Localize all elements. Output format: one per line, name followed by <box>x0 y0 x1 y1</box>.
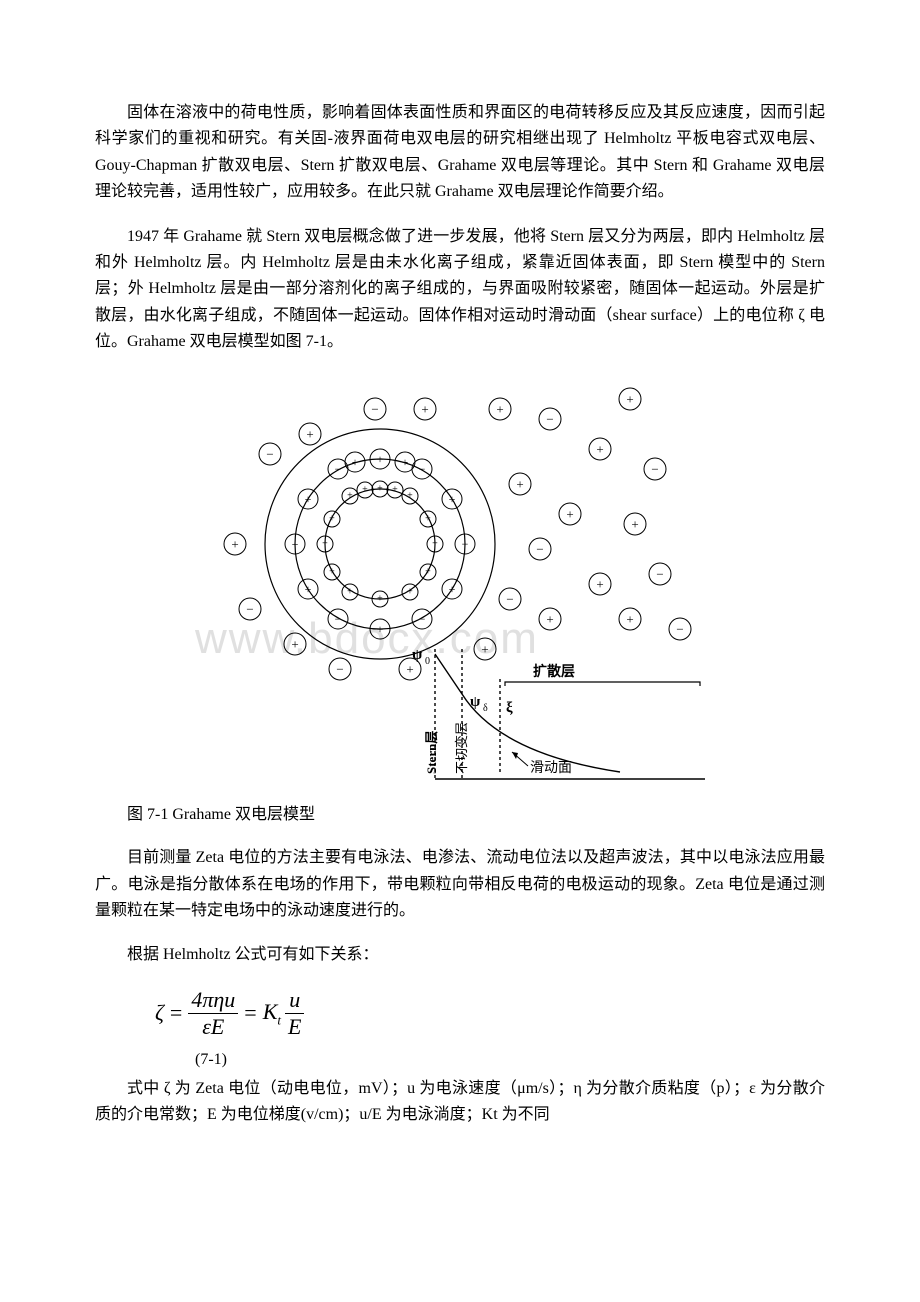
svg-text:+: + <box>596 441 603 456</box>
svg-text:+: + <box>626 391 633 406</box>
psi-delta-label: ψ <box>470 694 481 710</box>
svg-text:+: + <box>231 536 238 551</box>
figure-7-1-container: www.bdocx.com + + + + + + + + + + <box>95 374 825 794</box>
svg-text:+: + <box>329 513 335 524</box>
shear-surface-label: 滑动面 <box>530 759 572 776</box>
svg-text:+: + <box>377 593 383 604</box>
intro-paragraph-2: 1947 年 Grahame 就 Stern 双电层概念做了进一步发展，他将 S… <box>95 224 825 356</box>
svg-text:−: − <box>506 591 513 606</box>
svg-text:+: + <box>626 611 633 626</box>
svg-text:−: − <box>371 401 378 416</box>
helmholtz-relation-paragraph: 根据 Helmholtz 公式可有如下关系： <box>95 942 825 968</box>
svg-text:−: − <box>335 462 342 476</box>
svg-text:+: + <box>432 538 438 549</box>
svg-text:+: + <box>449 582 456 596</box>
sym-zeta: ζ <box>155 1000 164 1026</box>
svg-text:−: − <box>266 446 273 461</box>
svg-text:−: − <box>546 411 553 426</box>
svg-text:+: + <box>292 537 299 551</box>
frac-1: 4πηu εE <box>188 987 238 1041</box>
svg-text:+: + <box>306 426 313 441</box>
psi0-label: ψ <box>412 647 423 663</box>
svg-text:+: + <box>449 492 456 506</box>
svg-text:+: + <box>377 622 384 636</box>
svg-text:+: + <box>392 484 398 495</box>
svg-text:+: + <box>421 401 428 416</box>
svg-text:+: + <box>322 538 328 549</box>
svg-text:−: − <box>656 566 663 581</box>
svg-text:+: + <box>305 492 312 506</box>
stern-layer-label: Stern层 <box>424 730 439 773</box>
diffuse-layer-label: 扩散层 <box>533 663 575 680</box>
svg-text:0: 0 <box>425 656 430 667</box>
sym-eq1: = <box>170 1000 182 1026</box>
zeta-methods-paragraph: 目前测量 Zeta 电位的方法主要有电泳法、电渗法、流动电位法以及超声波法，其中… <box>95 845 825 924</box>
svg-text:−: − <box>419 612 426 626</box>
svg-text:−: − <box>536 541 543 556</box>
xi-label: ξ <box>506 700 513 716</box>
svg-text:+: + <box>347 586 353 597</box>
svg-text:+: + <box>352 455 359 469</box>
svg-text:+: + <box>402 455 409 469</box>
sym-eq2: = <box>244 1000 256 1026</box>
equation-number: (7-1) <box>195 1050 825 1069</box>
svg-text:−: − <box>336 661 343 676</box>
svg-text:−: − <box>462 537 469 551</box>
grahame-model-diagram: + + + + + + + + + + + + + + + <box>200 374 720 794</box>
svg-text:+: + <box>596 576 603 591</box>
svg-text:−: − <box>676 621 683 636</box>
svg-text:+: + <box>406 661 413 676</box>
svg-text:+: + <box>407 586 413 597</box>
svg-text:+: + <box>291 636 298 651</box>
svg-text:+: + <box>481 641 488 656</box>
svg-text:+: + <box>516 476 523 491</box>
svg-text:+: + <box>362 484 368 495</box>
svg-text:−: − <box>651 461 658 476</box>
intro-paragraph-1: 固体在溶液中的荷电性质，影响着固体表面性质和界面区的电荷转移反应及其反应速度，因… <box>95 100 825 206</box>
equation-7-1: ζ = 4πηu εE = Kt u E (7-1) <box>155 987 825 1070</box>
svg-text:−: − <box>419 462 426 476</box>
svg-text:+: + <box>377 483 383 494</box>
sym-kt: Kt <box>263 999 281 1028</box>
frac-2: u E <box>285 987 304 1041</box>
svg-text:+: + <box>425 566 431 577</box>
svg-text:+: + <box>329 566 335 577</box>
svg-text:+: + <box>425 513 431 524</box>
svg-text:+: + <box>631 516 638 531</box>
variable-definitions-paragraph: 式中 ζ 为 Zeta 电位（动电电位，mV）；u 为电泳速度（μm/s）；η … <box>95 1076 825 1129</box>
svg-text:+: + <box>347 490 353 501</box>
svg-text:+: + <box>496 401 503 416</box>
svg-text:+: + <box>566 506 573 521</box>
svg-text:+: + <box>546 611 553 626</box>
svg-text:+: + <box>407 490 413 501</box>
immobile-layer-label: 不切变层 <box>454 722 469 774</box>
svg-text:+: + <box>305 582 312 596</box>
svg-text:δ: δ <box>483 703 488 714</box>
svg-text:+: + <box>377 452 384 466</box>
figure-caption: 图 7-1 Grahame 双电层模型 <box>95 802 825 828</box>
svg-text:−: − <box>335 612 342 626</box>
svg-text:−: − <box>246 601 253 616</box>
